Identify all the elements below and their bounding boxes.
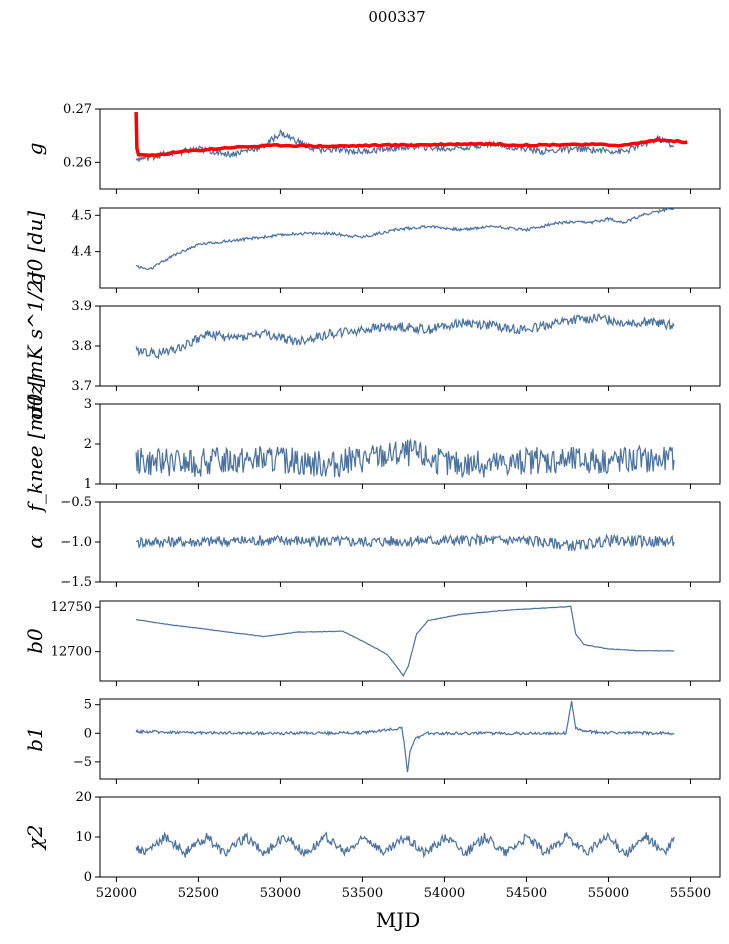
x-tick-label: 53000	[260, 886, 301, 901]
y-axis-label: σ0 [mK s^1/2]	[23, 272, 47, 420]
panel-6: 12700 12750 b0	[23, 600, 721, 686]
y-tick-label: 3.7	[71, 379, 92, 394]
plot-frame	[99, 600, 721, 682]
y-tick-label: −1.0	[60, 535, 92, 550]
x-tick-label: 54000	[424, 886, 465, 901]
plot-frame	[99, 796, 721, 878]
y-tick-label: −0.5	[60, 495, 92, 510]
series-line-sigma0	[135, 207, 675, 270]
y-axis-label: g	[23, 143, 47, 156]
panel-3: 3.7 3.8 3.9 σ0 [mK s^1/2]	[23, 272, 721, 420]
panel-5: −1.5 −1.0 −0.5 α	[23, 495, 721, 590]
x-tick-label: 55500	[670, 886, 711, 901]
plot-frame	[99, 207, 721, 289]
panel-2: 4.4 4.5 σ0 [du]	[23, 207, 721, 293]
panel-8: 0 10 20 52000 52500 53000 53500 54000 54500 55000…	[23, 790, 721, 932]
y-axis-label: b0	[23, 628, 47, 654]
y-axis-label: b1	[23, 726, 47, 752]
y-axis-label: f_knee [mHz]	[23, 376, 47, 513]
y-tick-label: 0.26	[63, 155, 92, 170]
x-tick-label: 55000	[588, 886, 629, 901]
y-tick-label: 5	[84, 698, 92, 713]
y-tick-label: 4.4	[71, 245, 92, 260]
y-tick-label: 12700	[51, 645, 92, 660]
figure-title: 000337	[368, 8, 425, 26]
y-tick-label: −1.5	[60, 575, 92, 590]
y-tick-label: 4.5	[71, 208, 92, 223]
panel-1: 0.26 0.27 g	[23, 102, 721, 194]
series-line-fknee	[135, 437, 675, 478]
y-axis-label: α	[23, 535, 47, 549]
y-tick-label: 3	[84, 397, 92, 412]
x-tick-label: 52500	[178, 886, 219, 901]
panel-4: 1 2 3 f_knee [mHz]	[23, 376, 721, 513]
plot-frame	[99, 108, 721, 190]
x-tick-label: 52000	[96, 886, 137, 901]
series-line-g	[135, 128, 675, 163]
y-tick-label: 0	[84, 726, 92, 741]
y-tick-label: 12750	[51, 600, 92, 615]
series-line-chi2	[135, 831, 675, 859]
series-line-alpha	[135, 532, 675, 552]
y-tick-label: 2	[84, 437, 92, 452]
panel-7: −5 0 5 b1	[23, 698, 721, 784]
plot-frame	[99, 305, 721, 387]
x-tick-label: 54500	[506, 886, 547, 901]
series-line-b1	[135, 700, 675, 773]
y-tick-label: 3.8	[71, 339, 92, 354]
y-tick-label: 0.27	[63, 102, 92, 117]
y-axis-label: χ2	[23, 825, 47, 852]
y-tick-label: 3.9	[71, 299, 92, 314]
x-axis-label: MJD	[376, 908, 421, 932]
series-line-b0	[135, 605, 675, 678]
y-tick-label: −5	[73, 755, 92, 770]
y-tick-label: 1	[84, 477, 92, 492]
series-line-sigma0_mK	[135, 313, 675, 360]
series-line-fit	[134, 112, 688, 158]
plot-frame	[99, 698, 721, 780]
y-tick-label: 20	[75, 790, 92, 805]
y-axis-label: σ0 [du]	[23, 211, 47, 285]
y-tick-label: 0	[84, 870, 92, 885]
y-tick-label: 10	[75, 830, 92, 845]
x-tick-label: 53500	[342, 886, 383, 901]
